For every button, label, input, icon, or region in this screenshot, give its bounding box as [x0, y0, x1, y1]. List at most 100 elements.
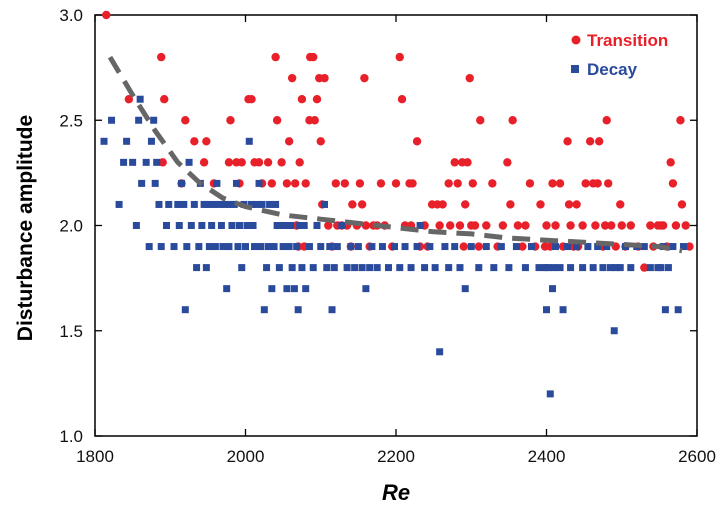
- decay-point: [193, 264, 201, 272]
- transition-point: [585, 137, 595, 146]
- y-tick-label: 3.0: [59, 6, 83, 25]
- decay-point: [300, 222, 308, 229]
- decay-point: [242, 243, 249, 251]
- decay-point: [328, 306, 336, 314]
- decay-point: [108, 116, 116, 124]
- transition-point: [282, 179, 292, 188]
- decay-point: [260, 306, 268, 314]
- decay-point: [230, 200, 238, 208]
- transition-point: [474, 242, 483, 251]
- decay-point: [123, 137, 131, 145]
- transition-point: [290, 179, 300, 188]
- decay-point: [669, 243, 677, 251]
- transition-point: [224, 158, 234, 167]
- y-axis-ticks: 1.0 1.5 2.0 2.5 3.0: [59, 6, 697, 446]
- x-tick-label: 2000: [227, 447, 265, 466]
- decay-point: [426, 243, 434, 251]
- transition-point: [297, 95, 307, 104]
- transition-point: [287, 73, 297, 83]
- transition-point: [640, 263, 649, 272]
- decay-point: [263, 264, 271, 272]
- transition-point: [508, 116, 517, 125]
- decay-point: [674, 306, 682, 314]
- transition-point: [563, 137, 572, 146]
- transition-point: [604, 179, 613, 188]
- transition-point: [190, 137, 199, 146]
- transition-point: [267, 179, 277, 188]
- transition-point: [572, 200, 581, 209]
- transition-point: [310, 116, 319, 125]
- x-axis-ticks: 1800 2000 2200 2400 2600: [76, 15, 716, 466]
- decay-point: [326, 243, 334, 251]
- decay-point: [195, 243, 203, 251]
- decay-point: [640, 243, 648, 251]
- decay-point: [497, 243, 505, 251]
- y-tick-label: 1.0: [59, 427, 83, 446]
- x-tick-label: 2200: [377, 447, 415, 466]
- transition-point: [513, 221, 523, 230]
- decay-point: [521, 264, 529, 272]
- decay-point: [366, 264, 374, 272]
- transition-point: [158, 158, 167, 167]
- transition-point: [450, 158, 459, 167]
- transition-point: [247, 95, 256, 104]
- decay-point: [584, 243, 592, 251]
- transition-point: [376, 179, 386, 188]
- decay-point: [272, 200, 280, 208]
- transition-point: [525, 179, 535, 188]
- transition-point: [320, 73, 329, 83]
- decay-point: [285, 243, 293, 251]
- decay-point: [550, 264, 558, 272]
- decay-point: [275, 264, 283, 272]
- decay-point: [147, 137, 155, 145]
- transition-point: [564, 200, 574, 209]
- transition-point: [395, 52, 404, 62]
- transition-point: [617, 221, 626, 230]
- decay-point: [136, 95, 144, 103]
- decay-point: [249, 222, 257, 229]
- decay-point: [298, 264, 306, 272]
- decay-point: [482, 243, 490, 251]
- decay-point: [333, 243, 341, 251]
- decay-point: [606, 264, 614, 272]
- decay-point: [175, 222, 183, 229]
- transition-point: [459, 242, 468, 251]
- decay-points: [100, 95, 687, 398]
- x-tick-label: 2400: [528, 447, 566, 466]
- legend-decay-marker: [571, 65, 579, 73]
- transition-point: [272, 116, 282, 125]
- transition-point: [316, 137, 325, 146]
- decay-point: [461, 285, 469, 293]
- decay-point: [220, 200, 228, 208]
- transition-point: [348, 200, 357, 209]
- decay-point: [313, 222, 321, 229]
- decay-point: [451, 243, 459, 251]
- decay-point: [155, 200, 163, 208]
- transition-point: [666, 158, 675, 167]
- decay-point: [258, 200, 266, 208]
- decay-point: [150, 116, 158, 124]
- transition-point: [536, 200, 545, 209]
- transition-point: [357, 200, 367, 209]
- transition-point: [355, 179, 365, 188]
- decay-point: [115, 200, 123, 208]
- decay-point: [390, 243, 398, 251]
- transition-point: [435, 221, 444, 230]
- decay-point: [490, 264, 498, 272]
- transition-point: [202, 137, 211, 146]
- transition-point: [470, 221, 480, 230]
- decay-point: [436, 348, 444, 356]
- transition-point: [445, 221, 455, 230]
- decay-point: [245, 137, 253, 145]
- decay-point: [664, 264, 672, 272]
- decay-point: [200, 200, 208, 208]
- decay-point: [559, 306, 567, 314]
- decay-point: [208, 222, 216, 229]
- decay-point: [181, 306, 189, 314]
- decay-point: [599, 264, 607, 272]
- decay-point: [338, 222, 346, 229]
- decay-point: [235, 222, 243, 229]
- transition-point: [602, 116, 611, 125]
- decay-point: [544, 264, 552, 272]
